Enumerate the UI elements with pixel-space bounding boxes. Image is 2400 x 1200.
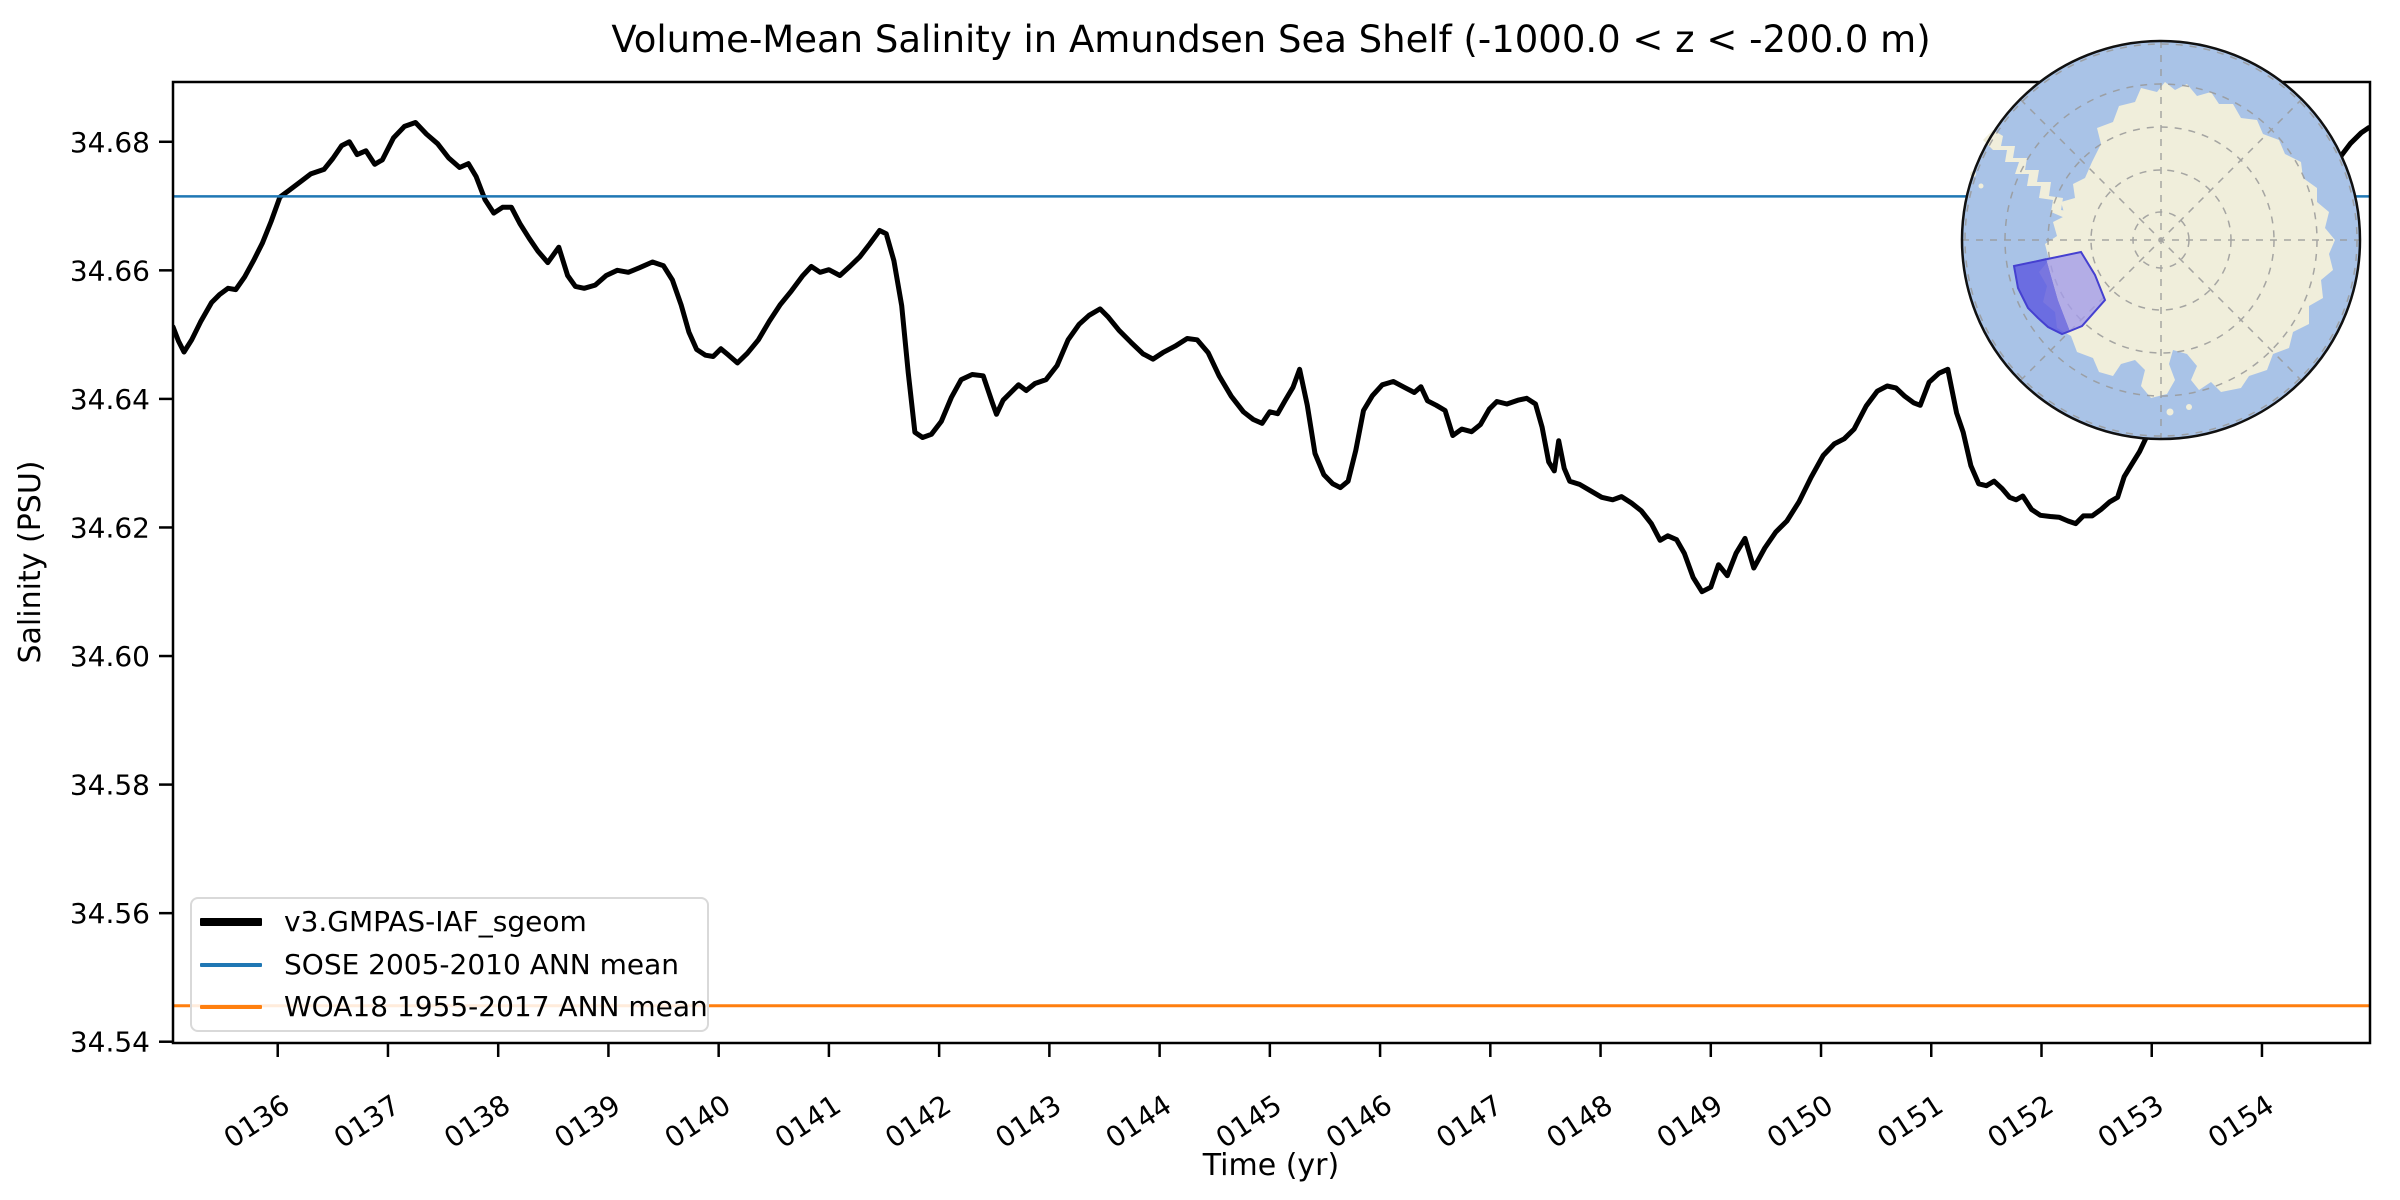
y-tick-label: 34.60 — [70, 640, 150, 673]
plot-frame — [171, 80, 2372, 1045]
x-tick-label: 0138 — [438, 1088, 516, 1154]
legend-label: WOA18 1955-2017 ANN mean — [284, 989, 708, 1023]
y-tick-label: 34.68 — [70, 126, 150, 159]
legend: v3.GMPAS-IAF_sgeom SOSE 2005-2010 ANN me… — [190, 897, 709, 1032]
x-tick-label: 0154 — [2202, 1088, 2280, 1154]
x-tick-label: 0146 — [1320, 1088, 1398, 1154]
map-region-amundsen-light — [2046, 252, 2105, 331]
legend-item-sose: SOSE 2005-2010 ANN mean — [200, 944, 701, 986]
timeseries-line-v3.gmpas-iaf_sgeom — [173, 120, 2370, 595]
legend-line-sample-orange — [200, 1004, 262, 1009]
chart-title: Volume-Mean Salinity in Amundsen Sea She… — [611, 18, 1930, 61]
y-tick-label: 34.66 — [70, 254, 150, 287]
y-tick-label: 34.64 — [70, 383, 150, 416]
x-tick-label: 0140 — [659, 1088, 737, 1154]
x-tick-label: 0137 — [328, 1088, 406, 1154]
map-graticule — [1962, 41, 2360, 439]
legend-item-model: v3.GMPAS-IAF_sgeom — [200, 901, 701, 943]
legend-item-woa18: WOA18 1955-2017 ANN mean — [200, 986, 708, 1028]
x-tick-label: 0139 — [549, 1088, 627, 1154]
y-axis-label: Salinity (PSU) — [13, 461, 48, 664]
legend-label: v3.GMPAS-IAF_sgeom — [284, 905, 587, 939]
x-tick-label: 0141 — [769, 1088, 847, 1154]
y-tick-label: 34.56 — [70, 897, 150, 930]
x-tick-label: 0152 — [1982, 1088, 2060, 1154]
x-tick-label: 0153 — [2092, 1088, 2170, 1154]
x-axis-label: Time (yr) — [1202, 1148, 1339, 1183]
y-tick-label: 34.58 — [70, 769, 150, 802]
x-tick-label: 0150 — [1761, 1088, 1839, 1154]
antarctica-map-inset — [1960, 39, 2362, 441]
x-tick-label: 0151 — [1871, 1088, 1949, 1154]
x-tick-label: 0142 — [879, 1088, 957, 1154]
x-tick-label: 0143 — [989, 1088, 1067, 1154]
map-island — [1978, 183, 1984, 189]
y-tick-label: 34.62 — [70, 511, 150, 544]
x-tick-label: 0149 — [1651, 1088, 1729, 1154]
map-island — [2166, 408, 2174, 416]
x-tick-label: 0144 — [1100, 1088, 1178, 1154]
map-region-outline — [2012, 250, 2107, 336]
legend-line-sample-blue — [200, 962, 262, 967]
legend-line-sample-black — [200, 918, 262, 927]
x-tick-label: 0147 — [1430, 1088, 1508, 1154]
x-tick-label: 0148 — [1541, 1088, 1619, 1154]
legend-label: SOSE 2005-2010 ANN mean — [284, 947, 680, 981]
map-region-amundsen-dark — [2014, 258, 2070, 334]
map-land-peninsula — [1983, 130, 2073, 218]
x-tick-label: 0145 — [1210, 1088, 1288, 1154]
x-tick-label: 0136 — [218, 1088, 296, 1154]
map-border-circle — [1960, 39, 2362, 441]
y-tick-label: 34.54 — [70, 1026, 150, 1059]
map-island — [2186, 404, 2192, 410]
